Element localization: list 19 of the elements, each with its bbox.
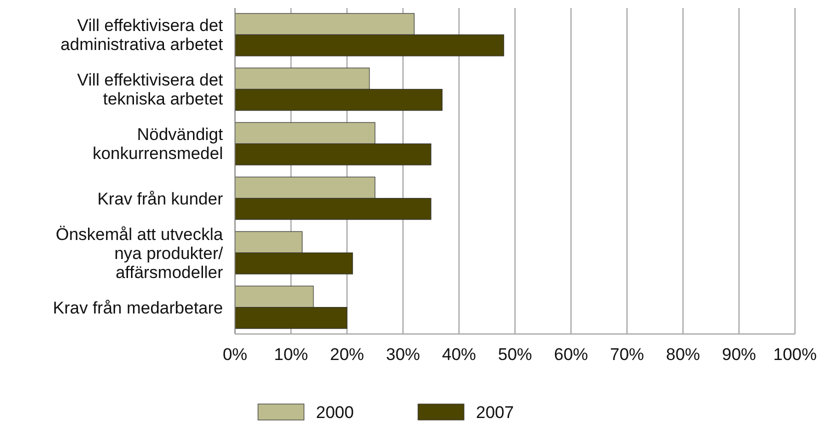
- legend-label: 2007: [476, 403, 514, 422]
- x-tick-label: 10%: [274, 345, 308, 364]
- y-tick-label: Krav från medarbetare: [52, 298, 223, 318]
- x-tick-label: 80%: [666, 345, 700, 364]
- x-tick-label: 30%: [386, 345, 420, 364]
- x-tick-label: 0%: [222, 345, 248, 364]
- y-tick-label: Nödvändigt konkurrensmedel: [92, 125, 224, 164]
- y-tick-label: Vill effektivisera det tekniska arbetet: [77, 70, 224, 109]
- x-tick-label: 50%: [498, 345, 532, 364]
- y-tick-label: Önskemål att utveckla nya produkter/affärsmodeller: [56, 224, 224, 282]
- x-tick-label: 70%: [610, 345, 644, 364]
- y-tick-label: Vill effektivisera det administrativa arbetet: [60, 16, 224, 54]
- x-tick-label: 90%: [722, 345, 756, 364]
- legend-label: 2000: [316, 403, 354, 422]
- x-tick-label: 100%: [773, 345, 817, 364]
- x-tick-label: 60%: [554, 345, 588, 364]
- y-tick-label: Krav från kunder: [97, 189, 224, 208]
- x-tick-label: 20%: [330, 345, 364, 364]
- x-tick-label: 40%: [442, 345, 476, 364]
